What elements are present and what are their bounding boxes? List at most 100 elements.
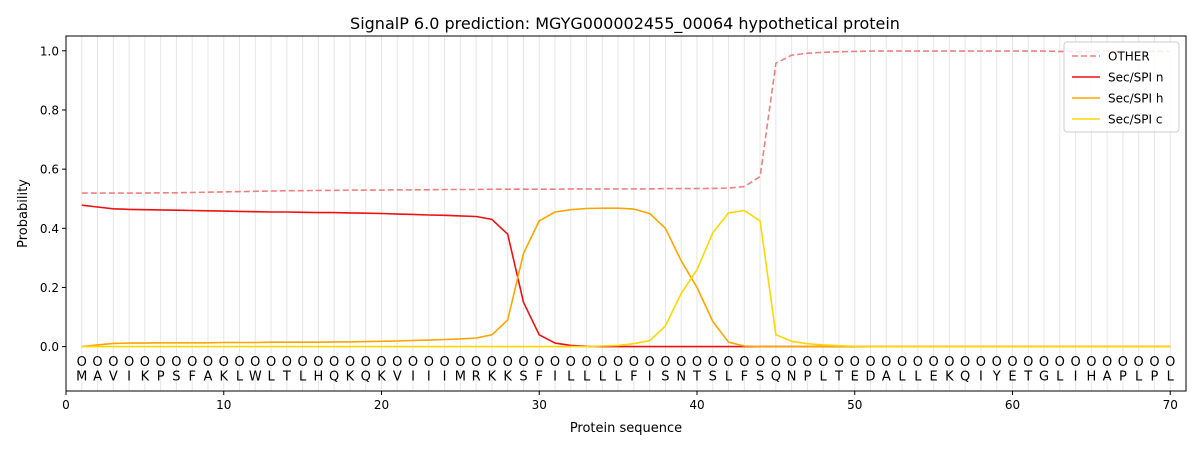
residue-label: K — [503, 370, 512, 385]
x-axis-label: Protein sequence — [570, 421, 682, 436]
residue-label: K — [346, 370, 355, 385]
residue-label: M — [455, 370, 466, 385]
region-label: O — [881, 355, 891, 370]
residue-label: T — [282, 370, 291, 385]
residue-label: L — [914, 370, 922, 385]
residue-label: S — [709, 370, 717, 385]
region-label: O — [1023, 355, 1033, 370]
residue-label: K — [377, 370, 386, 385]
residue-label: W — [249, 370, 262, 385]
residue-label: Q — [329, 370, 339, 385]
region-label: O — [913, 355, 923, 370]
region-label: O — [503, 355, 513, 370]
region-label: O — [1086, 355, 1096, 370]
residue-label: G — [1039, 370, 1049, 385]
residue-label: S — [519, 370, 527, 385]
residue-label: L — [820, 370, 828, 385]
region-label: O — [471, 355, 481, 370]
residue-label: S — [756, 370, 764, 385]
residue-label: T — [1023, 370, 1032, 385]
series-line-other — [81, 50, 1171, 194]
residue-label: T — [692, 370, 701, 385]
residue-label: L — [1056, 370, 1064, 385]
region-label: O — [156, 355, 166, 370]
region-label: O — [629, 355, 639, 370]
legend: OTHER Sec/SPI n Sec/SPI h Sec/SPI c — [1063, 41, 1180, 133]
region-label: O — [1134, 355, 1144, 370]
region-label: O — [203, 355, 213, 370]
region-label: O — [455, 355, 465, 370]
region-label: O — [1007, 355, 1017, 370]
region-label: O — [187, 355, 197, 370]
residue-label: I — [979, 370, 983, 385]
residue-label: S — [172, 370, 180, 385]
region-label: O — [392, 355, 402, 370]
region-label: O — [676, 355, 686, 370]
region-label: O — [834, 355, 844, 370]
region-label: O — [850, 355, 860, 370]
region-label: O — [108, 355, 118, 370]
region-label: O — [77, 355, 87, 370]
residue-label: D — [865, 370, 875, 385]
x-tick-label: 30 — [532, 398, 547, 412]
region-label: O — [960, 355, 970, 370]
region-label: O — [313, 355, 323, 370]
residue-label: Q — [960, 370, 970, 385]
region-label: O — [818, 355, 828, 370]
residue-label: K — [141, 370, 150, 385]
y-tick-label: 0.6 — [40, 163, 59, 177]
region-label: O — [944, 355, 954, 370]
residue-label: N — [676, 370, 686, 385]
residue-label: I — [648, 370, 652, 385]
region-label: O — [1039, 355, 1049, 370]
region-label: O — [234, 355, 244, 370]
region-label: O — [250, 355, 260, 370]
region-label: O — [976, 355, 986, 370]
region-label: O — [345, 355, 355, 370]
residue-label: I — [127, 370, 131, 385]
residue-label: S — [661, 370, 669, 385]
residue-label: E — [1008, 370, 1016, 385]
y-tick-label: 1.0 — [40, 44, 59, 58]
region-label: O — [219, 355, 229, 370]
residue-label: F — [535, 370, 542, 385]
residue-label: L — [898, 370, 906, 385]
residue-label: L — [299, 370, 307, 385]
region-label: O — [1165, 355, 1175, 370]
region-label: O — [439, 355, 449, 370]
residue-label: V — [109, 370, 118, 385]
residue-label: L — [236, 370, 244, 385]
x-tick-label: 50 — [847, 398, 862, 412]
residue-label: I — [1074, 370, 1078, 385]
region-label: O — [424, 355, 434, 370]
legend-label: Sec/SPI n — [1108, 71, 1163, 85]
residue-label: L — [1135, 370, 1143, 385]
plot-frame — [65, 35, 1187, 392]
region-label: O — [1149, 355, 1159, 370]
residue-label: H — [1086, 370, 1096, 385]
residue-label: N — [787, 370, 797, 385]
legend-label: OTHER — [1108, 50, 1150, 64]
residue-label: R — [472, 370, 481, 385]
region-label: O — [124, 355, 134, 370]
x-tick-label: 40 — [689, 398, 704, 412]
region-label: O — [1055, 355, 1065, 370]
region-label: O — [534, 355, 544, 370]
region-label: O — [613, 355, 623, 370]
y-axis-ticks: 0.0 0.2 0.4 0.6 0.8 1.0 — [40, 44, 66, 354]
x-axis-ticks: 0 10 20 30 40 50 60 70 — [62, 391, 1178, 412]
residue-label: K — [945, 370, 954, 385]
x-tick-label: 10 — [216, 398, 231, 412]
region-label: O — [171, 355, 181, 370]
residue-label: P — [1119, 370, 1127, 385]
region-label: O — [787, 355, 797, 370]
residue-label: E — [929, 370, 937, 385]
region-label: O — [408, 355, 418, 370]
region-label: O — [518, 355, 528, 370]
region-label: O — [1118, 355, 1128, 370]
residue-label: L — [1167, 370, 1175, 385]
legend-label: Sec/SPI h — [1108, 92, 1163, 106]
region-label: O — [802, 355, 812, 370]
residue-label: T — [834, 370, 843, 385]
